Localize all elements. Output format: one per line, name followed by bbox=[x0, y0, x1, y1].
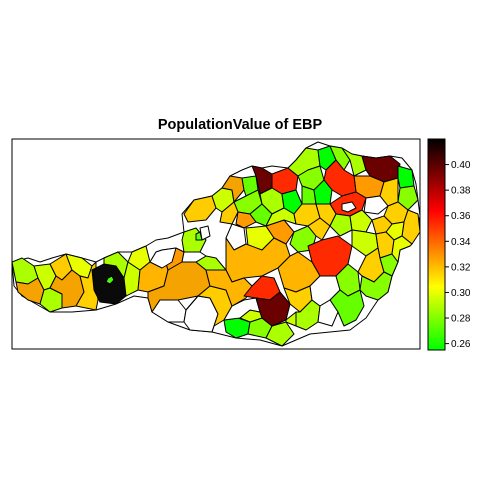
region-salzburg-lake bbox=[149, 247, 177, 269]
legend-tick-label: 0.34 bbox=[451, 237, 471, 248]
region-bgld-5 bbox=[359, 271, 393, 301]
region-bgld-6 bbox=[391, 235, 413, 263]
map-title: PopulationValue of EBP bbox=[158, 117, 323, 133]
region-ua-lake2 bbox=[195, 231, 203, 241]
legend-ticks: 0.26 0.28 0.30 0.32 0.34 0.36 0.38 0.40 bbox=[445, 160, 471, 350]
region-la-n2 bbox=[329, 145, 351, 171]
legend-tick-label: 0.28 bbox=[451, 314, 471, 325]
legend-tick-label: 0.30 bbox=[451, 288, 471, 299]
legend-tick-label: 0.26 bbox=[451, 339, 471, 350]
region-ua-mid2 bbox=[219, 201, 239, 225]
region-la-s6 bbox=[307, 217, 331, 241]
region-carinthia-c bbox=[185, 285, 233, 333]
region-la-mid3 bbox=[313, 179, 333, 205]
region-tyrol-spot bbox=[105, 275, 115, 285]
region-carinthia-e2 bbox=[265, 321, 295, 347]
austria-map bbox=[12, 141, 420, 347]
legend-tick-label: 0.40 bbox=[451, 160, 471, 171]
region-tyrol-e3 bbox=[127, 245, 151, 271]
region-la-se4 bbox=[371, 215, 393, 235]
color-legend: 0.26 0.28 0.30 0.32 0.34 0.36 0.38 0.40 bbox=[427, 138, 471, 351]
legend-tick-label: 0.38 bbox=[451, 186, 471, 197]
region-la-mid4 bbox=[363, 195, 389, 215]
region-styria-w2 bbox=[181, 251, 207, 263]
region-styria-se bbox=[317, 299, 339, 327]
region-la-s4 bbox=[349, 209, 373, 233]
region-bgld-4 bbox=[379, 253, 399, 277]
region-styria-green2 bbox=[285, 311, 297, 327]
region-vienna bbox=[341, 201, 357, 213]
region-carinthia-e bbox=[223, 297, 261, 321]
region-la-s3 bbox=[329, 213, 353, 237]
legend-tick-label: 0.36 bbox=[451, 211, 471, 222]
legend-tick-label: 0.32 bbox=[451, 262, 471, 273]
map-frame bbox=[11, 138, 421, 350]
legend-colorbar bbox=[427, 138, 446, 351]
